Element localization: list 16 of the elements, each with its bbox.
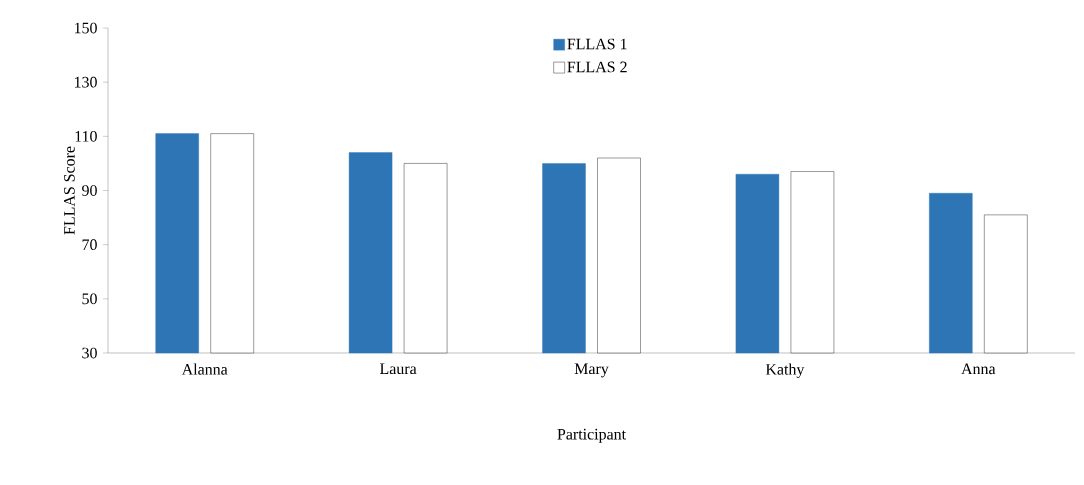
y-tick-label: 110 [75,130,97,142]
x-tick-label: Anna [961,363,996,375]
y-tick-label: 30 [82,347,97,359]
y-tick-label: 130 [74,76,97,88]
y-tick-label: 70 [82,239,97,251]
x-axis-title: Participant [557,428,626,443]
legend-label: FLLAS 1 [567,38,627,50]
x-tick-label: Laura [379,363,417,375]
x-tick-label: Kathy [765,363,805,379]
y-tick-label: 90 [82,185,97,196]
y-tick-label: 50 [82,293,97,305]
x-tick-label: Mary [574,363,609,378]
legend-label: FLLAS 2 [567,61,627,73]
y-axis-title: FLLAS Score [64,146,75,235]
y-tick-label: 150 [74,22,97,34]
x-tick-label: Alanna [181,363,228,375]
